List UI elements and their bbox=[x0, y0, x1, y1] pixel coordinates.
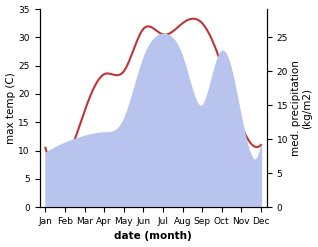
Y-axis label: max temp (C): max temp (C) bbox=[5, 72, 16, 144]
Y-axis label: med. precipitation
(kg/m2): med. precipitation (kg/m2) bbox=[291, 60, 313, 156]
X-axis label: date (month): date (month) bbox=[114, 231, 192, 242]
